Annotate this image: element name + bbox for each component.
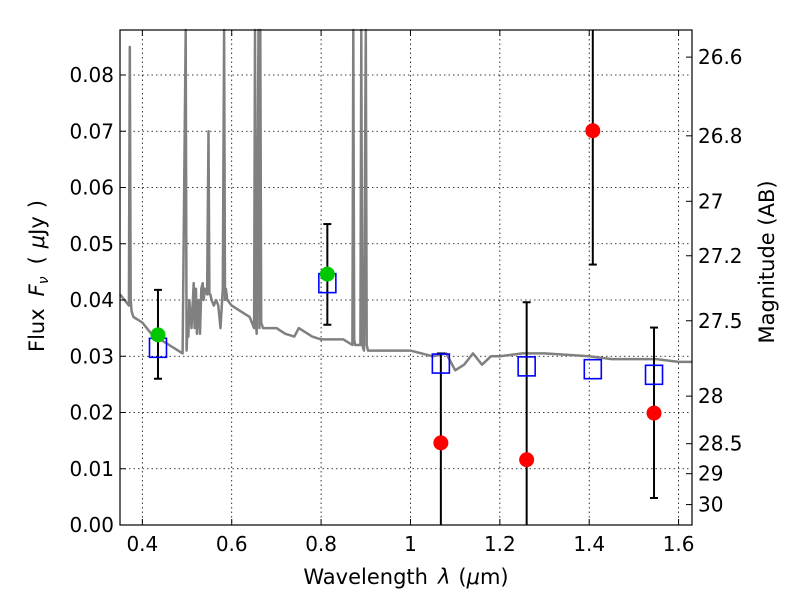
x-axis-label: Wavelength λ (μm) [303,565,508,589]
y-tick-label: 0.05 [69,232,114,256]
measurement-point [646,405,662,421]
x-tick-label: 0.6 [216,532,248,556]
model-band-square [517,356,536,377]
model-spectrum-layer [119,28,692,372]
detection-point [150,327,166,343]
mag-tick-label: 30 [698,493,723,517]
y-tick-label: 0.01 [69,457,114,481]
y-tick-label: 0.02 [69,401,114,425]
axis-ticks: 0.4 0.6 0.8 1 1.2 1.4 1.6 0.00 0.01 0.02 0.03 0.04 0… [69,30,743,556]
mag-tick-label: 28 [698,384,723,408]
y-tick-label: 0.06 [69,176,114,200]
measurement-point [585,123,601,139]
mag-tick-label: 28.5 [698,432,743,456]
plot-frame [119,29,693,526]
x-tick-label: 1.4 [573,532,605,556]
mag-tick-label: 27 [698,189,723,213]
grid-lines [120,30,692,526]
x-tick-label: 0.4 [126,532,158,556]
mag-tick-label: 26.8 [698,124,743,148]
measurement-point [519,452,535,468]
model-spectrum-line [119,28,692,372]
y-tick-label: 0.04 [69,288,114,312]
y-tick-label: 0.07 [69,119,114,143]
y-tick-label: 0.03 [69,344,114,368]
measurement-point [433,435,449,451]
y2-axis-label: Magnitude (AB) [755,180,779,343]
mag-tick-label: 29 [698,462,723,486]
model-band-square [583,358,603,380]
errorbar-layer [153,30,659,525]
detection-point [319,266,335,282]
mag-tick-label: 27.5 [698,309,743,333]
y-tick-label: 0.08 [69,63,114,87]
y-tick-label: 0.00 [69,513,114,537]
y-axis-label: FluxFν(μJy) [25,200,52,352]
x-tick-label: 0.8 [305,532,337,556]
x-tick-label: 1 [404,532,417,556]
x-tick-label: 1.2 [484,532,516,556]
model-band-square [644,364,664,386]
model-band-square [431,353,451,374]
model-band-layer [148,272,664,386]
photometry-layer [150,123,662,468]
mag-tick-label: 26.6 [698,45,743,69]
mag-tick-label: 27.2 [698,244,743,268]
x-tick-label: 1.6 [663,532,695,556]
